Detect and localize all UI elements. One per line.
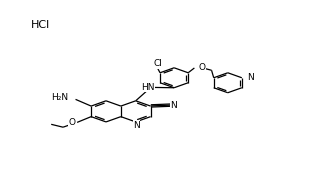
Text: N: N (247, 73, 254, 82)
Text: O: O (199, 63, 206, 72)
Text: HCl: HCl (31, 20, 50, 30)
Text: N: N (133, 121, 140, 130)
Text: Cl: Cl (153, 60, 162, 68)
Text: H₂N: H₂N (51, 93, 69, 102)
Text: HN: HN (141, 83, 154, 92)
Text: O: O (69, 118, 76, 127)
Text: N: N (170, 101, 177, 110)
